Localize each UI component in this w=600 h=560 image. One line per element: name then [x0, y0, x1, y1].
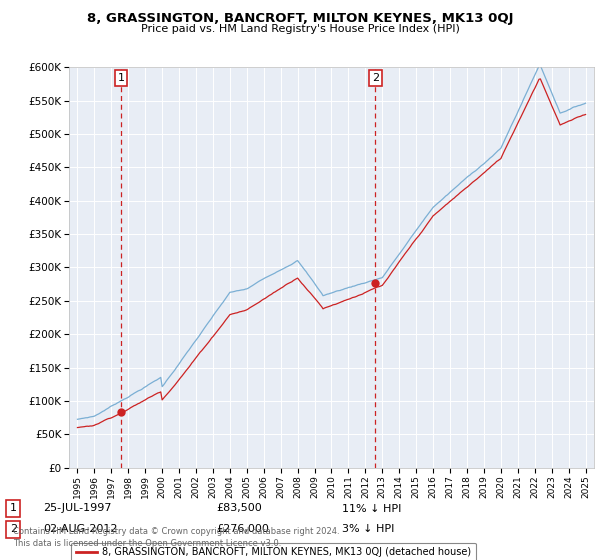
Text: 1: 1: [10, 503, 17, 514]
Legend: 8, GRASSINGTON, BANCROFT, MILTON KEYNES, MK13 0QJ (detached house), HPI: Average: 8, GRASSINGTON, BANCROFT, MILTON KEYNES,…: [71, 543, 476, 560]
Text: 3% ↓ HPI: 3% ↓ HPI: [342, 524, 394, 534]
Text: 11% ↓ HPI: 11% ↓ HPI: [342, 503, 401, 514]
Text: Price paid vs. HM Land Registry's House Price Index (HPI): Price paid vs. HM Land Registry's House …: [140, 24, 460, 34]
Text: £276,000: £276,000: [216, 524, 269, 534]
Text: £83,500: £83,500: [216, 503, 262, 514]
Text: Contains HM Land Registry data © Crown copyright and database right 2024.
This d: Contains HM Land Registry data © Crown c…: [13, 527, 340, 548]
Text: 2: 2: [372, 73, 379, 83]
Text: 2: 2: [10, 524, 17, 534]
Text: 1: 1: [118, 73, 124, 83]
Text: 8, GRASSINGTON, BANCROFT, MILTON KEYNES, MK13 0QJ: 8, GRASSINGTON, BANCROFT, MILTON KEYNES,…: [87, 12, 513, 25]
Text: 25-JUL-1997: 25-JUL-1997: [43, 503, 112, 514]
Text: 02-AUG-2012: 02-AUG-2012: [43, 524, 118, 534]
